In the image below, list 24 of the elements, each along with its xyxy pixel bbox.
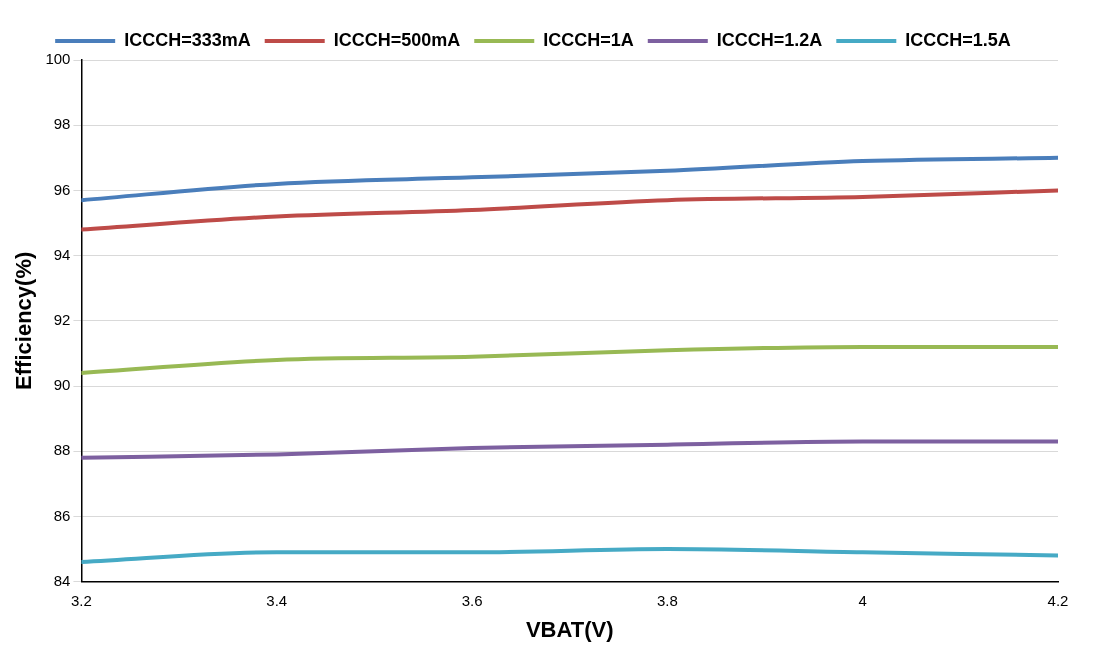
line-series <box>81 547 1058 565</box>
y-tick-label: 90 <box>53 376 71 394</box>
x-tick-label: 3.8 <box>656 591 678 609</box>
y-tick-label: 92 <box>53 310 71 328</box>
x-tick-label: 3.2 <box>71 591 92 609</box>
y-tick-label: 98 <box>53 115 71 133</box>
legend-label: ICCCH=1.5A <box>905 29 1011 50</box>
y-tick-label: 86 <box>53 506 71 524</box>
y-tick-label: 94 <box>53 245 71 263</box>
x-tick-label: 4.2 <box>1047 591 1069 609</box>
legend-label: ICCCH=500mA <box>333 29 461 50</box>
y-axis-title: Efficiency(%) <box>11 251 37 390</box>
legend-label: ICCCH=1A <box>543 29 634 50</box>
y-tick-label: 96 <box>53 180 71 198</box>
y-tick-label: 100 <box>45 50 71 68</box>
x-tick-label: 3.6 <box>461 591 483 609</box>
y-tick-label: 84 <box>53 571 71 589</box>
y-tick-label: 88 <box>53 441 71 459</box>
line-series <box>81 344 1058 375</box>
legend-label: ICCCH=1.2A <box>716 29 823 50</box>
x-tick-label: 4 <box>858 591 867 609</box>
x-axis-title: VBAT(V) <box>525 616 614 642</box>
legend-label: ICCCH=333mA <box>124 29 251 50</box>
x-tick-label: 3.4 <box>266 591 288 609</box>
